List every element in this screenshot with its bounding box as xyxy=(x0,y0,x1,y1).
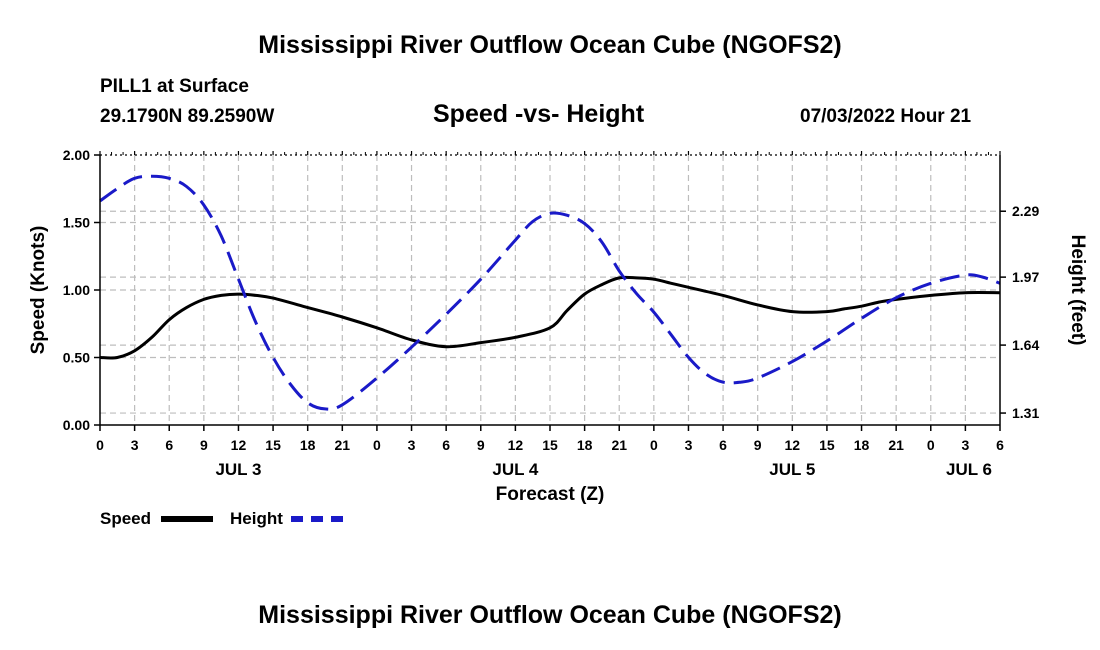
x-tick-label: 21 xyxy=(888,437,904,453)
x-tick-label: 12 xyxy=(231,437,247,453)
x-tick-label: 0 xyxy=(96,437,104,453)
forecast-datetime: 07/03/2022 Hour 21 xyxy=(800,106,972,127)
series-layer xyxy=(99,174,1001,411)
legend-height-swatch xyxy=(291,516,343,522)
x-tick-label: 3 xyxy=(685,437,693,453)
x-tick-label: 18 xyxy=(300,437,316,453)
x-tick-label: 15 xyxy=(542,437,558,453)
x-tick-label: 15 xyxy=(819,437,835,453)
day-label: JUL 3 xyxy=(215,460,261,479)
x-tick-label: 18 xyxy=(577,437,593,453)
y-tick-label: 0.00 xyxy=(63,417,90,433)
x-tick-label: 3 xyxy=(961,437,969,453)
x-axis-title: Forecast (Z) xyxy=(496,484,605,505)
page-title: Mississippi River Outflow Ocean Cube (NG… xyxy=(258,31,842,59)
x-tick-label: 9 xyxy=(477,437,485,453)
station-coordinates: 29.1790N 89.2590W xyxy=(100,106,275,127)
legend-height-label: Height xyxy=(230,509,283,528)
x-tick-label: 12 xyxy=(785,437,801,453)
axes xyxy=(94,151,1006,431)
x-tick-label: 9 xyxy=(200,437,208,453)
footer-title: Mississippi River Outflow Ocean Cube (NG… xyxy=(258,601,842,629)
x-tick-label: 0 xyxy=(650,437,658,453)
legend-speed-label: Speed xyxy=(100,509,152,528)
y2-tick-label: 1.31 xyxy=(1012,405,1039,421)
chart-subtitle: Speed -vs- Height xyxy=(433,100,645,128)
x-tick-label: 9 xyxy=(754,437,762,453)
x-tick-label: 3 xyxy=(131,437,139,453)
y2-tick-label: 2.29 xyxy=(1012,203,1039,219)
x-tick-label: 3 xyxy=(408,437,416,453)
y-tick-label: 2.00 xyxy=(63,147,90,163)
x-tick-label: 6 xyxy=(719,437,727,453)
y2-tick-label: 1.64 xyxy=(1012,337,1039,353)
y2-tick-label: 1.97 xyxy=(1012,269,1039,285)
height-series-line xyxy=(99,174,1001,411)
x-tick-label: 12 xyxy=(508,437,524,453)
x-tick-label: 6 xyxy=(996,437,1004,453)
speed-series-line xyxy=(99,275,1001,360)
y2-axis-title: Height (feet) xyxy=(1067,235,1088,346)
y-tick-label: 1.00 xyxy=(63,282,90,298)
day-label: JUL 5 xyxy=(769,460,815,479)
y-axis-title: Speed (Knots) xyxy=(28,226,49,355)
y-tick-label: 0.50 xyxy=(63,350,90,366)
tick-labels: 0 3 6 9 12 15 18 21 0 3 6 9 12 15 18 21 0 3 6 9 12 15 18 21 0 3 6J… xyxy=(63,147,1040,479)
x-tick-label: 18 xyxy=(854,437,870,453)
x-tick-label: 21 xyxy=(611,437,627,453)
x-tick-label: 15 xyxy=(265,437,281,453)
station-label: PILL1 at Surface xyxy=(100,76,249,97)
x-tick-label: 6 xyxy=(442,437,450,453)
x-tick-label: 21 xyxy=(335,437,351,453)
day-label: JUL 6 xyxy=(946,460,992,479)
x-tick-label: 0 xyxy=(373,437,381,453)
x-tick-label: 0 xyxy=(927,437,935,453)
day-label: JUL 4 xyxy=(492,460,539,479)
legend-speed-swatch xyxy=(161,516,213,522)
grid xyxy=(100,155,1000,425)
x-tick-label: 6 xyxy=(165,437,173,453)
y-tick-label: 1.50 xyxy=(63,215,90,231)
